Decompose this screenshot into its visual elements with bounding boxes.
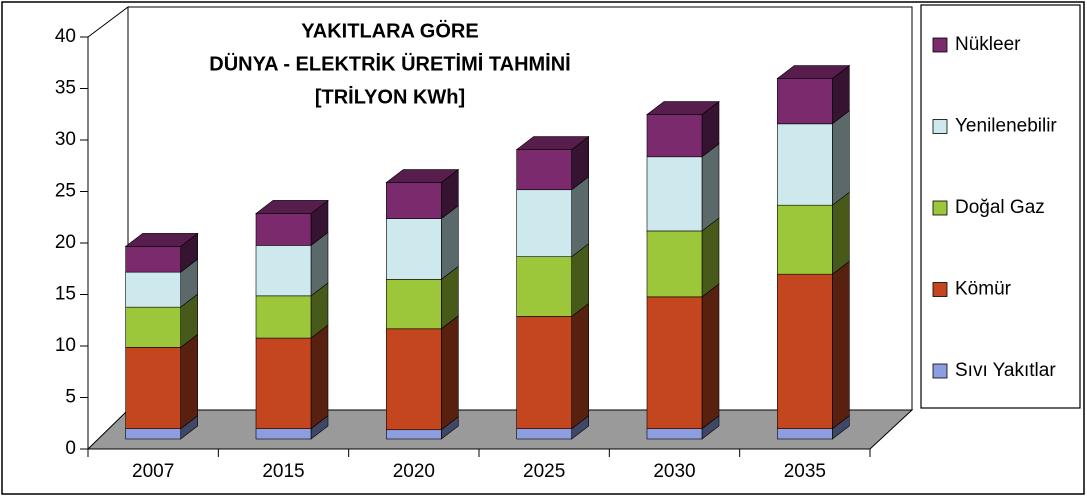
legend-swatch [932,119,948,134]
bar-side [701,217,720,298]
bar [255,213,312,246]
legend-label: Nükleer [955,34,1021,55]
x-tick-label: 2015 [262,461,304,482]
y-tick-label: 25 [55,181,76,202]
bar [516,149,572,191]
bar-top [646,101,720,115]
y-tick-label: 40 [55,26,76,47]
y-tick-label: 30 [55,129,76,150]
x-tick-label: 2020 [393,461,435,482]
y-tick-label: 35 [55,78,76,99]
bar-side [571,302,589,430]
bar-side [832,110,850,206]
legend-label: Kömür [955,279,1012,300]
bar-side [701,283,720,430]
bar-top [124,233,199,247]
x-tick-label: 2035 [784,461,826,482]
y-tick-label: 10 [55,335,76,356]
bar [255,295,312,339]
chart-title: [TRİLYON KWh] [315,85,465,108]
x-tick-label: 2030 [653,461,695,482]
chart-title: YAKITLARA GÖRE [301,19,478,42]
back-wall [128,6,913,410]
bar-top [385,169,460,183]
legend [920,4,1081,409]
bar-side [701,143,720,232]
bar [125,428,181,440]
bar [646,428,703,440]
bar [777,78,833,125]
bar [255,428,312,440]
bar [646,296,703,429]
legend-swatch [932,200,948,216]
bar [125,271,181,308]
bar [777,428,833,440]
bar [386,429,442,440]
bar-side [310,324,329,430]
legend-swatch [932,37,948,53]
legend-label: Yenilenebilir [955,116,1057,137]
legend-swatch [932,363,948,379]
y-tick-label: 5 [65,387,76,408]
chart-title: DÜNYA - ELEKTRİK ÜRETİMİ TAHMİNİ [209,52,570,75]
x-tick-label: 2025 [523,461,565,482]
side-wall [87,6,129,450]
legend-swatch [932,282,948,297]
bar [516,428,572,440]
bar [646,156,703,232]
legend-label: Sıvı Yakıtlar [955,360,1056,381]
bar-top [255,200,329,214]
bar [516,316,572,429]
bar [255,245,312,297]
bar [777,204,833,275]
bar [777,273,833,430]
bar [125,347,181,429]
bar-side [571,176,589,258]
legend-label: Doğal Gaz [955,197,1045,218]
bar-side [832,191,850,275]
bar [646,230,703,298]
bar [646,114,703,158]
bar [125,246,181,273]
bar [777,123,833,206]
bar [516,256,572,317]
bar-side [180,333,198,430]
bar-side [832,260,850,430]
bar-side [441,315,459,431]
bar-top [776,65,851,79]
bar [386,279,442,330]
y-tick-label: 0 [65,438,76,459]
y-tick-label: 15 [55,284,76,305]
bar [255,337,312,429]
x-tick-label: 2007 [132,461,174,482]
bar-top [515,136,590,150]
bar [125,306,181,348]
bar [386,182,442,219]
y-tick-label: 20 [55,232,76,253]
bar [386,218,442,280]
bar [386,328,442,431]
bar [516,189,572,257]
